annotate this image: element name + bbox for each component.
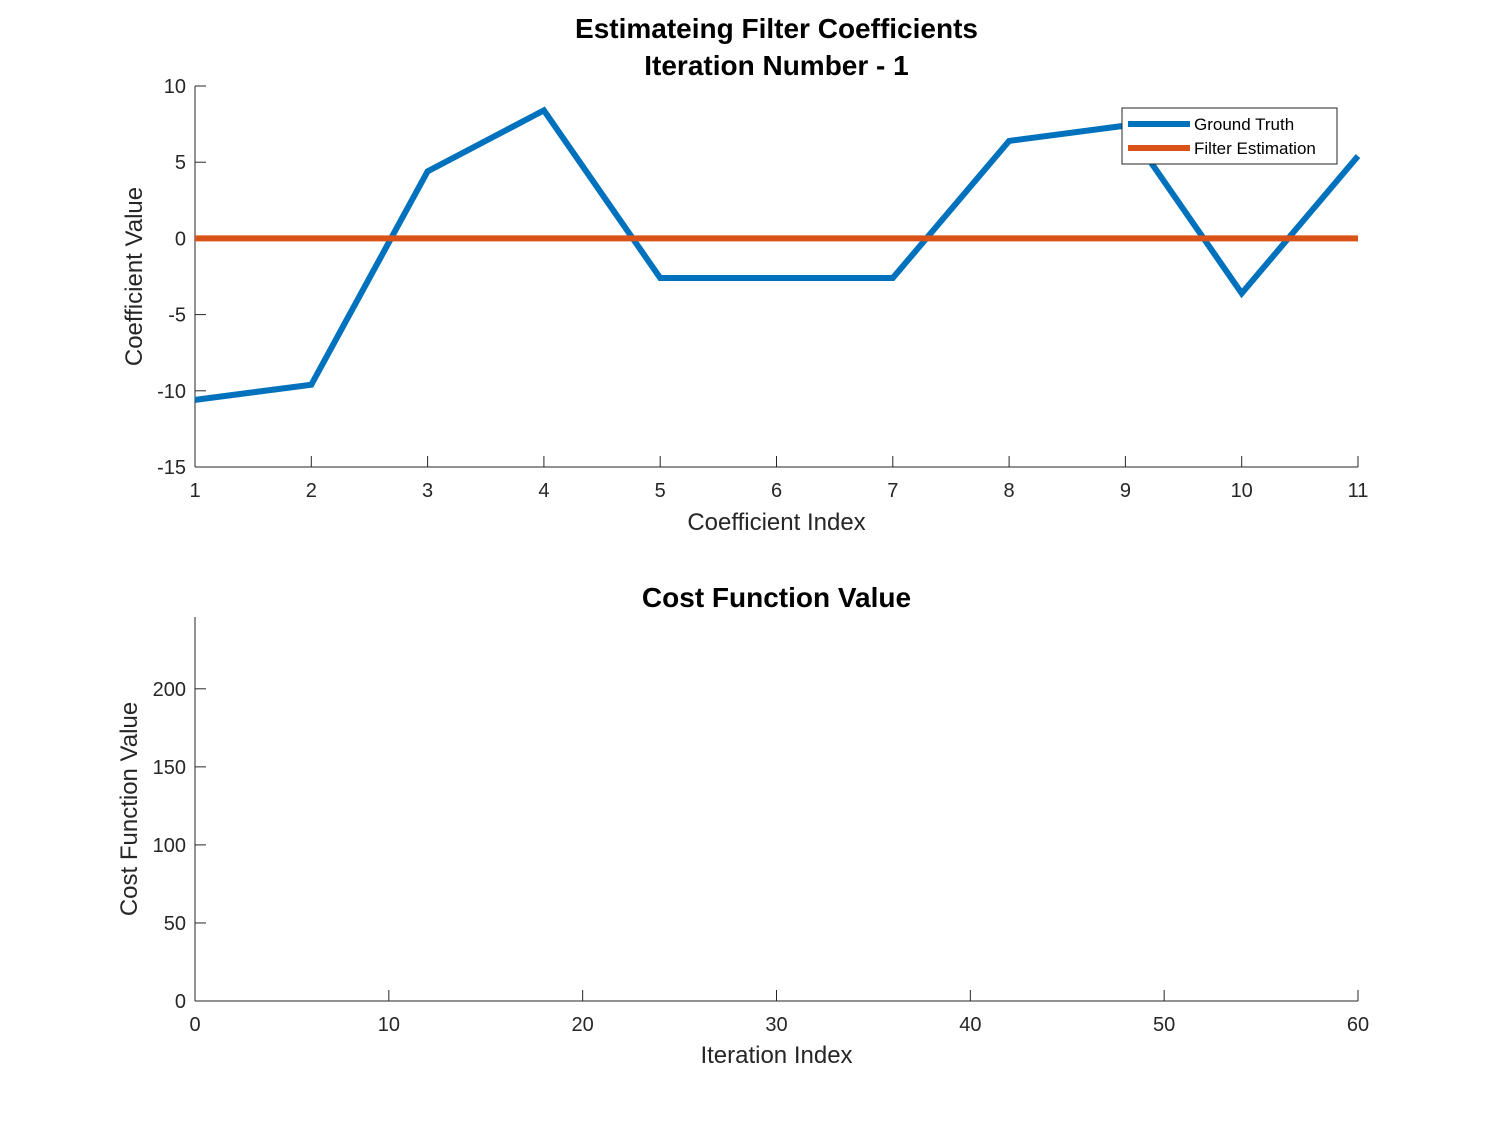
- y-tick-label: 10: [164, 76, 186, 98]
- x-tick-label: 11: [1348, 480, 1369, 502]
- x-tick-label: 9: [1120, 480, 1131, 502]
- x-tick-label: 30: [765, 1014, 787, 1036]
- y-tick-label: -15: [157, 457, 186, 479]
- x-tick-label: 10: [378, 1014, 400, 1036]
- x-tick-label: 1: [189, 480, 200, 502]
- cost-function-plot: Cost Function Value 0 10 20 30 40 50 60 0 50 100 15…: [116, 582, 1369, 1069]
- legend-entry-label: Ground Truth: [1194, 115, 1294, 134]
- x-tick-label: 40: [959, 1014, 981, 1036]
- x-tick-label: 3: [422, 480, 433, 502]
- y-tick-label: 150: [153, 757, 186, 779]
- y-axis-label: Coefficient Value: [121, 187, 148, 366]
- x-tick-label: 60: [1347, 1014, 1369, 1036]
- chart-title-line-1: Estimateing Filter Coefficients: [575, 13, 978, 44]
- x-tick-label: 2: [306, 480, 317, 502]
- y-tick-label: 0: [175, 991, 186, 1013]
- x-tick-label: 0: [189, 1014, 200, 1036]
- x-tick-label: 7: [887, 480, 898, 502]
- legend-box: [1121, 107, 1338, 165]
- x-tick-label: 6: [771, 480, 782, 502]
- x-tick-label: 8: [1004, 480, 1015, 502]
- x-tick-label: 5: [655, 480, 666, 502]
- x-axis-label: Coefficient Index: [687, 509, 865, 536]
- legend-entry-label: Filter Estimation: [1194, 139, 1316, 158]
- x-axis-label: Iteration Index: [700, 1042, 852, 1069]
- x-tick-label: 10: [1231, 480, 1253, 502]
- y-tick-label: -5: [168, 305, 186, 327]
- y-tick-label: 5: [175, 152, 186, 174]
- x-tick-label: 50: [1153, 1014, 1175, 1036]
- coefficients-plot: Estimateing Filter Coefficients Iteration…: [121, 13, 1368, 536]
- chart-title-line-2: Iteration Number - 1: [644, 50, 908, 81]
- y-tick-label: 0: [175, 228, 186, 250]
- legend: Ground Truth Filter Estimation: [1121, 107, 1338, 165]
- y-tick-label: -10: [157, 381, 186, 403]
- y-tick-label: 100: [153, 835, 186, 857]
- y-axis-label: Cost Function Value: [116, 702, 143, 916]
- x-tick-label: 20: [572, 1014, 594, 1036]
- chart-title-line-1: Cost Function Value: [642, 582, 911, 613]
- x-tick-label: 4: [538, 480, 549, 502]
- y-tick-label: 200: [153, 679, 186, 701]
- series-line-ground-truth: [194, 106, 1361, 403]
- y-tick-label: 50: [164, 913, 186, 935]
